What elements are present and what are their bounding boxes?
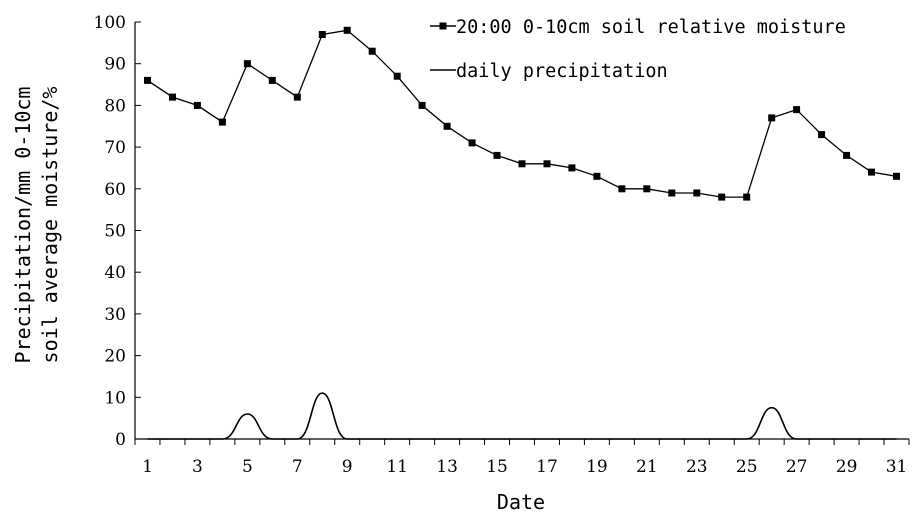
x-tick-label: 15: [486, 457, 508, 477]
x-tick-label: 1: [142, 457, 153, 477]
x-tick-label: 9: [342, 457, 353, 477]
moisture-point: [169, 93, 176, 101]
moisture-point: [144, 76, 151, 84]
y-tick-label: 10: [104, 388, 126, 408]
x-tick-label: 25: [736, 457, 758, 477]
moisture-point: [343, 26, 351, 34]
moisture-point: [418, 101, 426, 109]
moisture-point: [218, 118, 226, 126]
y-tick-label: 70: [104, 138, 126, 158]
moisture-point: [768, 114, 776, 122]
moisture-point: [393, 72, 401, 80]
y-tick-label: 40: [104, 263, 126, 283]
moisture-point: [243, 60, 251, 68]
x-tick-label: 11: [386, 457, 408, 477]
x-tick-label: 21: [636, 457, 658, 477]
moisture-point: [718, 193, 726, 201]
precipitation-series: [147, 392, 897, 440]
y-tick-label: 20: [104, 347, 126, 367]
x-tick-label: 17: [536, 457, 558, 477]
moisture-point: [668, 189, 676, 197]
x-tick-label: 27: [786, 457, 808, 477]
x-axis-ticks: 1 3 5 7 9 11 13 15 17 19 21 23 25 27 29 31: [134, 439, 910, 477]
moisture-point: [843, 151, 851, 159]
moisture-point: [518, 160, 526, 168]
moisture-point: [268, 76, 276, 84]
y-axis-title-line1: Precipitation/mm 0-10cm: [11, 87, 35, 364]
x-tick-label: 19: [586, 457, 608, 477]
moisture-point: [868, 168, 875, 176]
moisture-series: [144, 26, 900, 201]
moisture-point: [793, 106, 801, 114]
moisture-point: [493, 151, 501, 159]
moisture-point: [368, 47, 376, 55]
moisture-point: [468, 139, 476, 147]
x-axis-title: Date: [497, 490, 545, 514]
moisture-point: [193, 101, 201, 109]
moisture-point: [693, 189, 701, 197]
moisture-point: [743, 193, 751, 201]
moisture-point: [818, 131, 826, 139]
y-axis-title-line2: soil average moisture/%: [38, 87, 62, 364]
legend: 20:00 0-10cm soil relative moisture dail…: [430, 17, 846, 82]
moisture-line: [147, 29, 897, 198]
y-tick-label: 0: [115, 430, 126, 450]
moisture-point: [543, 160, 551, 168]
axes: [134, 22, 909, 440]
legend-moisture-label: 20:00 0-10cm soil relative moisture: [456, 17, 846, 38]
x-tick-label: 29: [836, 457, 858, 477]
moisture-point: [568, 164, 576, 172]
moisture-point: [643, 185, 651, 193]
y-tick-label: 80: [104, 96, 126, 116]
y-tick-label: 90: [104, 55, 126, 75]
moisture-point: [318, 31, 326, 38]
moisture-point: [293, 93, 301, 101]
y-tick-label: 60: [104, 180, 126, 200]
y-tick-label: 30: [104, 305, 126, 325]
x-tick-label: 5: [242, 457, 253, 477]
x-tick-label: 13: [436, 457, 458, 477]
y-axis-ticks: 0 10 20 30 40 50 60 70 80 90 100: [94, 13, 141, 450]
legend-moisture-marker: [439, 22, 447, 30]
x-tick-label: 7: [292, 457, 303, 477]
x-tick-label: 23: [686, 457, 708, 477]
moisture-point: [443, 122, 451, 130]
moisture-point: [618, 185, 626, 193]
moisture-point: [893, 172, 900, 180]
legend-precip-label: daily precipitation: [456, 61, 668, 82]
y-tick-label: 100: [94, 13, 126, 33]
y-tick-label: 50: [104, 222, 126, 242]
x-tick-label: 31: [886, 457, 908, 477]
moisture-point: [593, 172, 601, 180]
x-tick-label: 3: [192, 457, 203, 477]
precipitation-line: [147, 392, 897, 440]
